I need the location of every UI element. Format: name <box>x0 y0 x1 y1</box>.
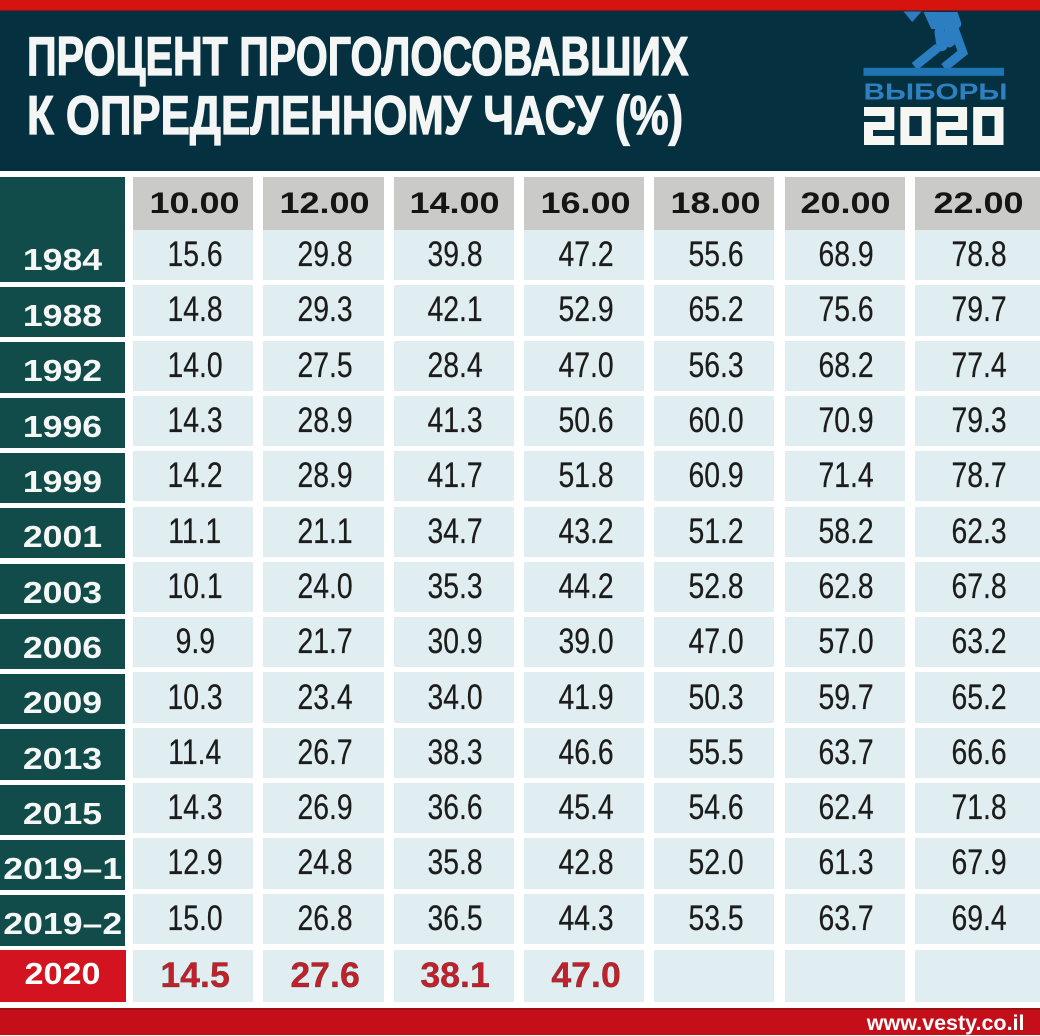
svg-text:ВЫБОРЫ: ВЫБОРЫ <box>864 79 1008 105</box>
